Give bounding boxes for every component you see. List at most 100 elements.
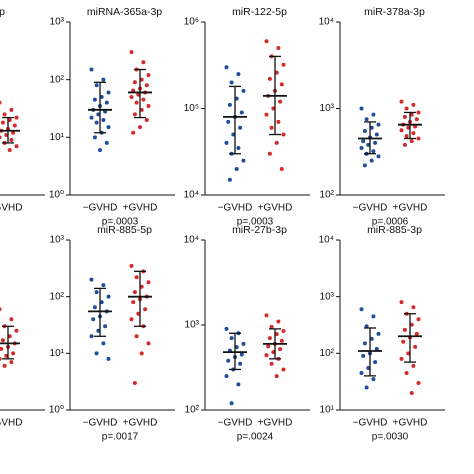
point [101, 283, 106, 288]
point [14, 328, 19, 333]
point [413, 344, 418, 349]
y-tick-label: 10³ [185, 320, 200, 331]
point [104, 100, 109, 105]
point [224, 326, 229, 331]
point [101, 341, 106, 346]
point [373, 360, 378, 365]
point [103, 324, 108, 329]
y-tick-label: 10⁴ [184, 235, 199, 246]
point [236, 382, 241, 387]
point [373, 140, 378, 145]
point [91, 317, 96, 322]
point [2, 112, 7, 117]
point [144, 117, 149, 122]
point [94, 351, 99, 356]
point [132, 112, 137, 117]
y-tick-label: 10³ [320, 103, 335, 114]
point [404, 134, 409, 139]
x-tick-label: −GVHD [83, 418, 118, 429]
point [94, 83, 99, 88]
p-value: p=.0024 [237, 432, 274, 443]
point [4, 353, 9, 358]
point [92, 135, 97, 140]
point [274, 140, 279, 145]
point [281, 132, 286, 137]
point [376, 122, 381, 127]
point [281, 62, 286, 67]
point [4, 132, 9, 137]
point [224, 374, 229, 379]
point [0, 100, 2, 105]
point [241, 341, 246, 346]
point [0, 307, 2, 312]
point [138, 125, 142, 130]
point [106, 294, 111, 299]
point [362, 341, 367, 346]
point [409, 390, 414, 395]
point [229, 80, 234, 85]
point [11, 351, 16, 356]
point [146, 103, 151, 108]
point [92, 305, 97, 310]
point [267, 76, 272, 81]
point [281, 367, 286, 372]
p-value: p=.0003 [102, 217, 139, 228]
point [129, 50, 134, 55]
point [234, 345, 239, 350]
point [376, 154, 381, 159]
y-tick-label: 10⁶ [184, 17, 199, 28]
point [89, 277, 94, 282]
point [414, 117, 419, 122]
x-tick-label: +GVHD [123, 418, 158, 429]
point [9, 360, 14, 365]
point [361, 353, 366, 358]
point [106, 90, 111, 95]
point [359, 106, 364, 111]
point [364, 324, 369, 329]
point [141, 60, 146, 65]
point [234, 96, 239, 101]
x-tick-label: GVHD [0, 418, 22, 429]
point [134, 100, 139, 105]
point [229, 336, 234, 341]
point [269, 361, 274, 366]
point [404, 106, 409, 111]
point [139, 351, 144, 356]
point [371, 314, 376, 319]
point [366, 366, 371, 371]
point [241, 88, 246, 93]
point [369, 125, 374, 130]
panel-title: miR-378a-3p [364, 6, 425, 18]
point [131, 130, 136, 135]
point [406, 351, 411, 356]
panel-title: miR-885-3p [367, 224, 422, 236]
point [411, 131, 416, 136]
x-tick-label: −GVHD [83, 203, 118, 214]
point [359, 307, 364, 312]
point [278, 99, 283, 104]
p-value: p=.0017 [102, 432, 139, 443]
point [92, 97, 97, 102]
point [359, 370, 364, 375]
point [2, 363, 7, 368]
point [227, 102, 232, 107]
point [96, 328, 101, 333]
point [359, 145, 364, 150]
point [99, 300, 104, 305]
point [146, 73, 151, 78]
point [0, 356, 2, 361]
point [416, 136, 421, 141]
panel-title: miR-885-5p [97, 224, 152, 236]
y-tick-label: 10² [185, 405, 200, 416]
point [406, 125, 411, 130]
point [96, 112, 101, 117]
point [404, 370, 409, 375]
point [0, 346, 4, 351]
y-tick-label: 10¹ [320, 405, 335, 416]
point [9, 107, 14, 112]
point [399, 99, 404, 104]
point [399, 300, 404, 305]
point [224, 140, 229, 145]
point [144, 83, 149, 88]
